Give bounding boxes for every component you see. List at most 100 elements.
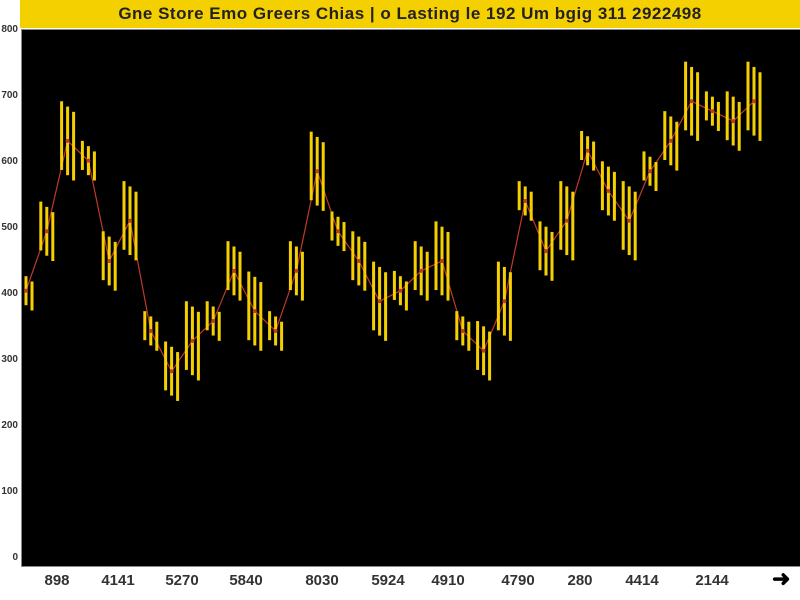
bar <box>529 191 533 221</box>
bar <box>309 131 313 201</box>
data-point <box>148 328 153 333</box>
bar <box>550 231 554 281</box>
y-tick-label: 0 <box>12 552 18 563</box>
bar <box>92 151 96 181</box>
bar <box>39 201 43 251</box>
data-point <box>398 288 403 293</box>
bar <box>746 61 750 131</box>
data-point <box>273 328 278 333</box>
y-tick-label: 600 <box>1 156 18 167</box>
data-point <box>606 189 611 194</box>
bar <box>559 181 563 250</box>
bar <box>205 301 209 331</box>
y-tick-label: 100 <box>1 486 18 497</box>
bar <box>467 321 471 351</box>
bar <box>404 281 408 311</box>
bar <box>238 251 242 301</box>
bar <box>384 272 388 341</box>
chart-svg <box>24 61 762 401</box>
bar <box>113 241 117 291</box>
data-point <box>107 259 112 263</box>
data-point <box>481 348 486 353</box>
y-tick-label: 800 <box>1 24 18 35</box>
bar <box>259 282 263 351</box>
bar <box>51 212 55 261</box>
bar <box>621 181 625 250</box>
data-point <box>294 268 299 273</box>
bar <box>592 141 596 171</box>
data-point <box>668 138 673 143</box>
x-tick-label: 4141 <box>101 572 135 589</box>
bar <box>372 261 376 331</box>
x-tick-label: 898 <box>44 572 70 589</box>
x-tick-label: 4910 <box>431 572 465 589</box>
data-point <box>419 268 424 273</box>
bar <box>737 101 741 151</box>
x-tick-label: 5270 <box>165 572 199 589</box>
data-point <box>689 99 694 104</box>
data-point <box>731 119 736 124</box>
bar <box>30 281 34 311</box>
data-point <box>710 109 715 114</box>
data-point <box>190 338 195 343</box>
chart-title: Gne Store Emo Greers Chias | o Lasting l… <box>20 0 800 28</box>
data-point <box>377 299 382 304</box>
bar <box>571 191 575 261</box>
bar <box>226 241 230 291</box>
data-point <box>585 148 590 153</box>
bar <box>488 331 492 381</box>
bar <box>134 191 138 261</box>
bar <box>633 191 637 261</box>
x-tick-label: 5840 <box>229 572 263 589</box>
bar <box>80 140 84 170</box>
x-tick-label: 5924 <box>371 572 405 589</box>
bar <box>758 72 762 141</box>
bar <box>476 321 480 370</box>
bar <box>446 231 450 301</box>
bar <box>330 211 334 241</box>
bar <box>196 311 200 381</box>
bar <box>580 130 584 161</box>
x-tick-label: 4414 <box>625 572 659 589</box>
y-tick-label: 300 <box>1 354 18 365</box>
bar <box>654 162 658 192</box>
y-tick-label: 200 <box>1 420 18 431</box>
bar <box>155 321 159 351</box>
arrow-icon: ➜ <box>772 566 791 591</box>
bar <box>716 101 720 131</box>
bar <box>247 271 251 341</box>
bar <box>642 151 646 181</box>
bar <box>122 181 126 250</box>
x-tick-label: 8030 <box>305 572 339 589</box>
data-point <box>336 229 340 234</box>
data-point <box>356 259 361 263</box>
bar <box>725 91 729 141</box>
data-point <box>440 259 444 263</box>
bar <box>164 341 168 391</box>
bar <box>288 241 292 291</box>
bar <box>663 111 667 161</box>
bar <box>684 61 688 131</box>
data-point <box>544 249 548 254</box>
bar <box>268 311 272 341</box>
bar <box>342 222 346 252</box>
data-point <box>752 99 756 104</box>
bar <box>392 270 396 300</box>
data-point <box>315 169 320 174</box>
bar <box>101 231 105 281</box>
bar <box>143 311 147 341</box>
bar <box>176 352 180 401</box>
data-point <box>86 158 91 163</box>
bar <box>321 142 325 211</box>
series-line <box>25 100 755 373</box>
y-tick-label: 500 <box>1 222 18 233</box>
data-point <box>252 309 257 314</box>
bar <box>538 221 542 271</box>
bar <box>217 311 221 341</box>
bar <box>704 91 708 121</box>
data-point <box>24 288 28 293</box>
bar <box>363 241 367 291</box>
data-point <box>211 319 216 324</box>
bar <box>280 321 284 351</box>
bar <box>517 181 521 211</box>
